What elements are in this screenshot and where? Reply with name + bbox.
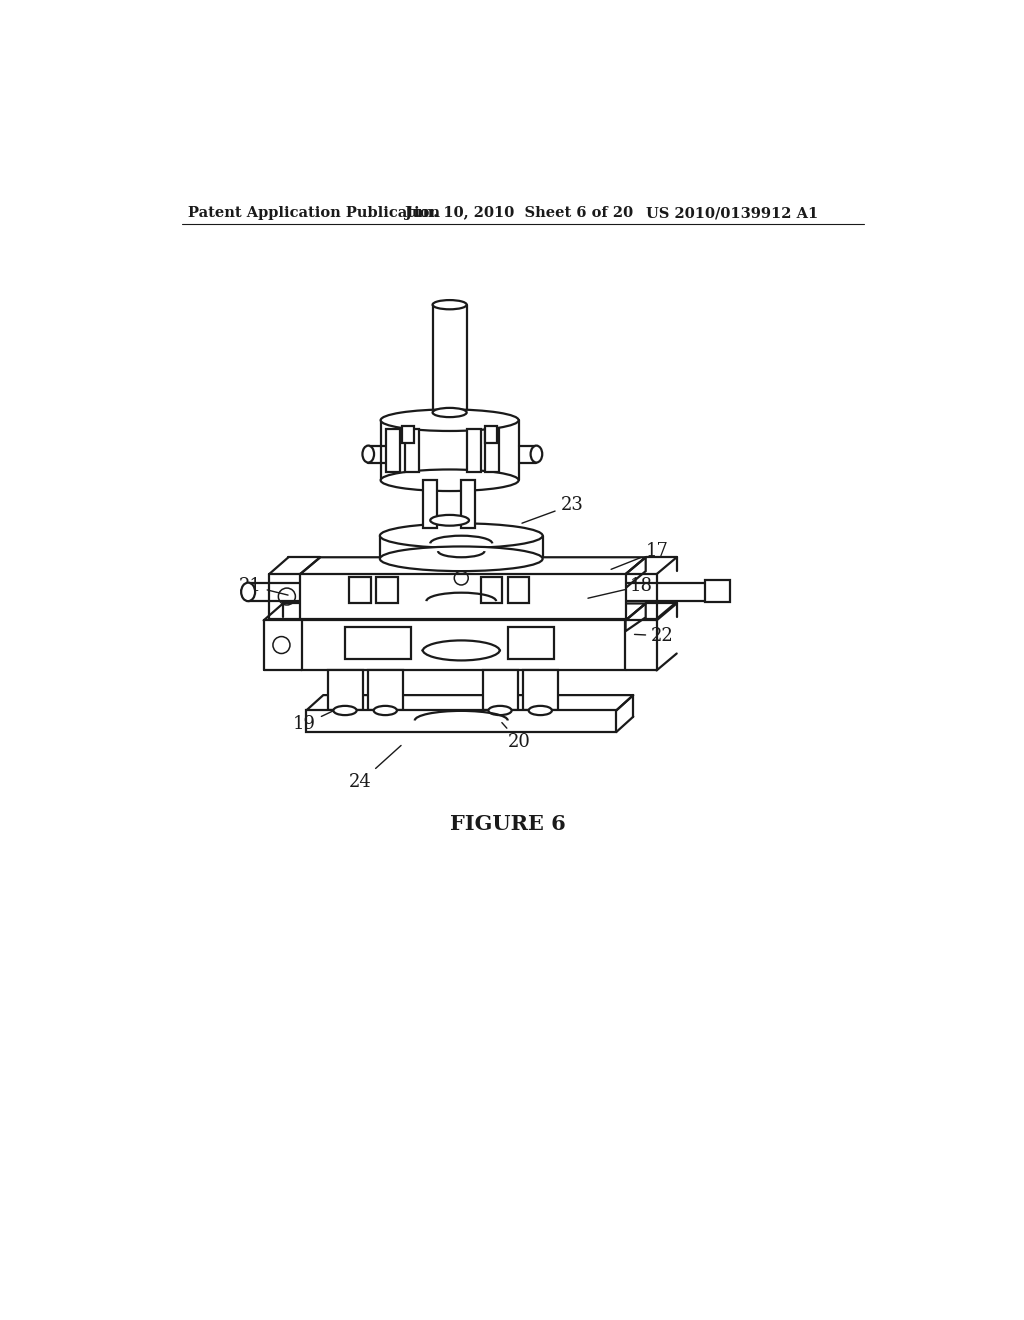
Bar: [461, 480, 475, 528]
Polygon shape: [306, 696, 633, 710]
Text: US 2010/0139912 A1: US 2010/0139912 A1: [646, 206, 818, 220]
Text: Jun. 10, 2010  Sheet 6 of 20: Jun. 10, 2010 Sheet 6 of 20: [406, 206, 634, 220]
Polygon shape: [328, 657, 376, 671]
Bar: [376, 577, 397, 603]
Bar: [485, 429, 500, 471]
Polygon shape: [483, 657, 531, 671]
Ellipse shape: [362, 446, 374, 462]
Bar: [302, 620, 625, 671]
Bar: [369, 671, 403, 710]
Text: FIGURE 6: FIGURE 6: [450, 814, 565, 834]
Text: 18: 18: [588, 577, 653, 598]
Text: 23: 23: [522, 496, 584, 523]
Polygon shape: [523, 657, 571, 671]
Ellipse shape: [381, 470, 518, 491]
Polygon shape: [626, 557, 646, 589]
Bar: [386, 429, 400, 471]
Ellipse shape: [432, 408, 467, 417]
Text: 17: 17: [611, 543, 669, 569]
Bar: [349, 577, 371, 603]
Text: 21: 21: [239, 577, 288, 595]
Bar: [423, 480, 437, 528]
Bar: [306, 710, 616, 733]
Text: 20: 20: [502, 722, 530, 751]
Text: 22: 22: [635, 627, 674, 644]
Bar: [508, 577, 529, 603]
Text: 24: 24: [349, 746, 401, 791]
Bar: [480, 577, 503, 603]
Ellipse shape: [374, 706, 397, 715]
Ellipse shape: [430, 515, 469, 525]
Bar: [467, 429, 480, 471]
Ellipse shape: [528, 706, 552, 715]
Polygon shape: [369, 657, 417, 671]
Bar: [508, 627, 554, 659]
Ellipse shape: [241, 582, 255, 601]
Polygon shape: [626, 603, 646, 631]
Bar: [404, 429, 419, 471]
Bar: [706, 581, 730, 602]
Bar: [483, 671, 518, 710]
Ellipse shape: [432, 300, 467, 309]
Ellipse shape: [488, 706, 512, 715]
Ellipse shape: [334, 706, 356, 715]
Ellipse shape: [380, 546, 543, 572]
Bar: [345, 627, 411, 659]
Text: Patent Application Publication: Patent Application Publication: [188, 206, 440, 220]
Bar: [328, 671, 362, 710]
Ellipse shape: [380, 523, 543, 548]
Polygon shape: [300, 557, 646, 574]
Ellipse shape: [381, 409, 518, 430]
Bar: [523, 671, 558, 710]
Polygon shape: [302, 603, 646, 620]
Bar: [300, 574, 626, 619]
Bar: [402, 425, 414, 442]
Ellipse shape: [530, 446, 543, 462]
Text: 19: 19: [293, 710, 335, 734]
Bar: [485, 425, 497, 442]
